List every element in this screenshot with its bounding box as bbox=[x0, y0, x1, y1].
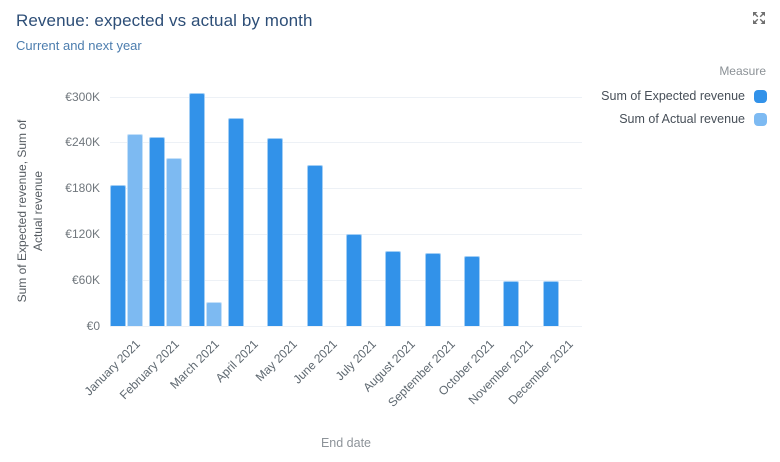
bar-expected-june-2021[interactable] bbox=[306, 164, 323, 326]
bar-expected-september-2021[interactable] bbox=[424, 252, 441, 326]
actual-series-swatch bbox=[754, 112, 767, 126]
y-tick-label--240k: €240K bbox=[65, 135, 100, 150]
y-tick-label--120k: €120K bbox=[65, 226, 100, 241]
expected-series-swatch bbox=[754, 89, 767, 103]
legend-title: Measure bbox=[719, 64, 766, 78]
legend-item-expected: Sum of Expected revenue bbox=[601, 89, 767, 103]
bar-actual-february-2021[interactable] bbox=[166, 158, 183, 326]
y-tick-label--60k: €60K bbox=[71, 272, 100, 287]
bar-actual-january-2021[interactable] bbox=[127, 133, 143, 326]
gridline--0 bbox=[110, 325, 582, 327]
expand-arrows-icon bbox=[752, 12, 766, 28]
y-tick-label--0: €0 bbox=[86, 318, 100, 333]
legend-label-actual: Sum of Actual revenue bbox=[619, 112, 745, 126]
expand-button[interactable] bbox=[751, 11, 767, 27]
x-axis-title: End date bbox=[320, 436, 372, 450]
bar-expected-november-2021[interactable] bbox=[503, 281, 520, 326]
page-title: Revenue: expected vs actual by month bbox=[16, 11, 313, 30]
bar-expected-may-2021[interactable] bbox=[267, 137, 284, 326]
legend-label-expected: Sum of Expected revenue bbox=[601, 89, 745, 103]
gridline--240k bbox=[110, 142, 582, 144]
page-subtitle: Current and next year bbox=[16, 38, 142, 53]
bar-expected-july-2021[interactable] bbox=[346, 234, 362, 326]
y-tick-label--180k: €180K bbox=[65, 181, 100, 196]
gridline--300k bbox=[110, 96, 582, 98]
legend: Measure Sum of Expected revenue Sum of A… bbox=[601, 64, 767, 135]
bar-expected-january-2021[interactable] bbox=[110, 184, 126, 326]
bar-actual-march-2021[interactable] bbox=[205, 302, 222, 326]
bar-expected-february-2021[interactable] bbox=[149, 136, 166, 326]
bar-expected-august-2021[interactable] bbox=[385, 251, 402, 326]
bar-expected-april-2021[interactable] bbox=[228, 117, 244, 326]
bar-expected-december-2021[interactable] bbox=[542, 281, 559, 326]
bar-expected-october-2021[interactable] bbox=[464, 255, 480, 326]
y-tick-label--300k: €300K bbox=[65, 89, 100, 104]
gridline--180k bbox=[110, 188, 582, 190]
bar-expected-march-2021[interactable] bbox=[188, 93, 205, 326]
legend-item-actual: Sum of Actual revenue bbox=[601, 112, 767, 126]
